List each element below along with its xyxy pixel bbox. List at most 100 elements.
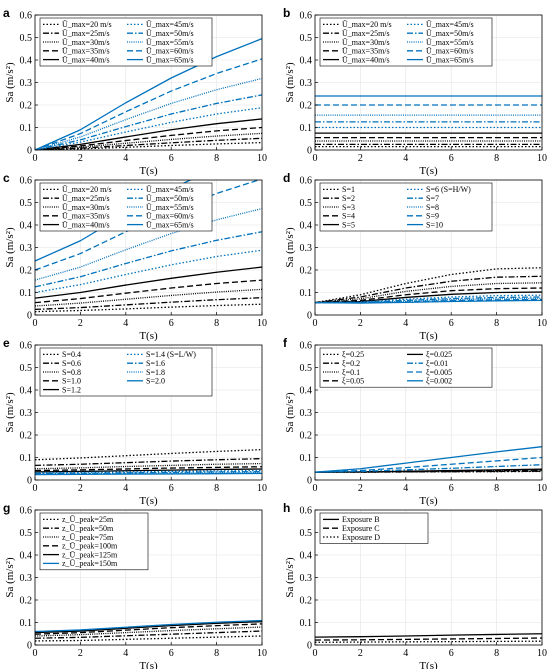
x-tick-label: 8 — [494, 153, 499, 164]
series-line — [35, 118, 262, 150]
y-tick-label: 0.4 — [20, 221, 33, 232]
legend-label: Ū_max=45m/s — [146, 20, 194, 29]
x-tick-label: 4 — [123, 318, 128, 329]
x-tick-label: 0 — [33, 318, 38, 329]
x-tick-label: 8 — [494, 318, 499, 329]
series-line — [35, 626, 262, 637]
legend-label: Ū_max=35m/s — [62, 212, 110, 221]
legend-label: ξ=0.002 — [426, 377, 452, 386]
legend-label: Ū_max=55m/s — [146, 38, 194, 47]
legend-label: z_Ū_peak=125m — [62, 550, 118, 559]
x-tick-label: 8 — [214, 318, 219, 329]
legend-label: Exposure D — [342, 533, 380, 542]
y-tick-label: 0.1 — [20, 618, 33, 629]
legend-label: ξ=0.025 — [426, 350, 452, 359]
legend-box — [39, 512, 149, 571]
x-tick-label: 10 — [537, 153, 547, 164]
y-tick-label: 0.4 — [300, 221, 313, 232]
y-tick-label: 0.3 — [20, 408, 33, 419]
y-tick-label: 0 — [307, 641, 312, 652]
y-tick-label: 0.2 — [300, 101, 313, 112]
legend: z_Ū_peak=25mz_Ū_peak=50mz_Ū_peak=75mz_Ū_… — [39, 512, 149, 571]
y-axis-label: Sa (m/s²) — [284, 227, 296, 268]
y-tick-label: 0.4 — [300, 386, 313, 397]
y-tick-label: 0.4 — [20, 386, 33, 397]
panel-d: 0 2 4 6 8 10 0 0.1 0.2 0.3 0.4 0.5 0.6 T(s) Sa (m/s²) d… — [283, 171, 547, 342]
panel-letter: a — [3, 6, 10, 20]
y-tick-label: 0.5 — [20, 363, 33, 374]
series-group — [315, 633, 542, 643]
legend-label: Ū_max=40m/s — [62, 220, 110, 229]
series-line — [35, 462, 262, 470]
x-tick-label: 6 — [169, 648, 174, 659]
x-tick-label: 10 — [537, 483, 547, 494]
series-group — [35, 619, 262, 642]
legend-label: Ū_max=30m/s — [62, 203, 110, 212]
x-tick-label: 4 — [123, 153, 128, 164]
legend-label: ξ=0.01 — [426, 359, 448, 368]
series-line — [35, 623, 262, 635]
series-line — [35, 457, 262, 467]
legend-label: z_Ū_peak=50m — [62, 524, 114, 533]
y-tick-label: 0.4 — [20, 56, 33, 67]
y-tick-label: 0.3 — [20, 243, 33, 254]
legend-label: z_Ū_peak=25m — [62, 515, 114, 524]
x-tick-label: 6 — [449, 483, 454, 494]
legend-label: Ū_max=20 m/s — [62, 20, 112, 29]
x-tick-label: 10 — [537, 648, 547, 659]
legend-label: Ū_max=35m/s — [342, 47, 390, 56]
y-tick-label: 0.6 — [300, 11, 313, 22]
legend-label: S=1.8 — [146, 368, 165, 377]
x-axis-label: T(s) — [419, 330, 438, 342]
series-line — [315, 282, 542, 304]
y-tick-label: 0.1 — [20, 453, 33, 464]
legend-box — [319, 182, 493, 232]
legend-label: Ū_max=25m/s — [62, 29, 110, 38]
y-axis-label: Sa (m/s²) — [284, 62, 296, 103]
x-tick-label: 10 — [257, 648, 267, 659]
panel-letter: e — [3, 336, 10, 350]
series-line — [35, 468, 262, 473]
series-line — [315, 299, 542, 304]
legend-label: ξ=0.25 — [342, 350, 364, 359]
x-tick-label: 4 — [403, 648, 408, 659]
legend-label: S=1 — [342, 185, 355, 194]
legend: Ū_max=20 m/sŪ_max=25m/sŪ_max=30m/s Ū_max=… — [39, 17, 213, 67]
series-line — [35, 58, 262, 150]
legend: S=1S=2S=3S=4S=5 S=6 (S=H/W)S=7S=8S=9S=10 — [319, 182, 493, 232]
series-line — [35, 279, 262, 304]
y-tick-label: 0 — [27, 476, 32, 487]
series-line — [315, 633, 542, 638]
legend-label: ξ=0.005 — [426, 368, 452, 377]
legend-label: Ū_max=65m/s — [146, 220, 194, 229]
y-tick-label: 0.2 — [20, 596, 33, 607]
legend-label: Ū_max=30m/s — [62, 38, 110, 47]
legend-label: Ū_max=20 m/s — [62, 185, 112, 194]
series-line — [35, 180, 261, 271]
x-tick-label: 0 — [313, 648, 318, 659]
x-tick-label: 2 — [78, 483, 83, 494]
x-axis-label: T(s) — [139, 660, 158, 669]
y-tick-label: 0 — [27, 641, 32, 652]
legend-label: Ū_max=30m/s — [342, 38, 390, 47]
legend-label: Ū_max=60m/s — [146, 212, 194, 221]
series-line — [35, 288, 262, 307]
legend-label: Ū_max=45m/s — [426, 20, 474, 29]
y-tick-label: 0 — [307, 311, 312, 322]
y-axis-label: Sa (m/s²) — [4, 392, 16, 433]
legend-label: ξ=0.2 — [342, 359, 360, 368]
y-tick-label: 0.4 — [20, 551, 33, 562]
legend-box — [39, 17, 213, 67]
series-line — [315, 294, 542, 304]
series-line — [35, 297, 262, 311]
legend-box — [319, 347, 493, 388]
y-tick-label: 0.6 — [20, 341, 33, 352]
legend-label: Ū_max=20 m/s — [342, 20, 392, 29]
legend-label: S=1.6 — [146, 359, 165, 368]
x-tick-label: 2 — [358, 483, 363, 494]
x-tick-label: 8 — [494, 648, 499, 659]
x-tick-label: 2 — [78, 648, 83, 659]
y-tick-label: 0.1 — [20, 288, 33, 299]
y-tick-label: 0.3 — [20, 573, 33, 584]
